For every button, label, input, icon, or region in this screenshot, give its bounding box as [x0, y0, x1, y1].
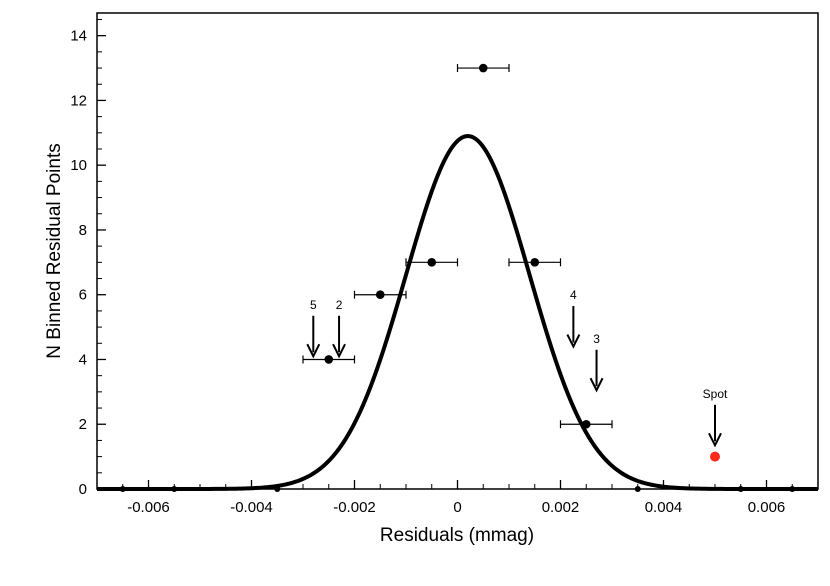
y-axis-title: N Binned Residual Points	[44, 143, 65, 358]
arrow-head	[306, 343, 321, 359]
annotation-arrow: Spot	[703, 387, 728, 448]
y-tick-label: 4	[79, 351, 87, 368]
data-point	[737, 486, 744, 492]
x-axis-ticks: -0.006 -0.004 -0.002 0 0.002 0.004 0.006	[127, 480, 785, 516]
spot-point	[710, 451, 720, 462]
data-point	[478, 63, 488, 73]
y-tick-label: 2	[79, 416, 87, 433]
arrow-annotations: 5 2 4 3 Spot	[306, 288, 728, 448]
data-point	[634, 486, 641, 492]
arrow-head	[708, 432, 722, 448]
minor-ticks	[96, 18, 819, 489]
data-point	[171, 486, 178, 492]
annotation-label: 2	[336, 298, 343, 312]
annotation-arrow: 5	[306, 298, 321, 359]
annotation-label: 5	[310, 298, 317, 312]
annotation-label: 4	[570, 288, 577, 302]
annotation-arrow: 4	[566, 288, 581, 349]
data-point	[274, 486, 281, 492]
y-axis-ticks: 0 2 4 6 8 10 12 14	[70, 28, 106, 498]
gaussian-fit-curve	[96, 134, 819, 491]
x-tick-label: -0.006	[127, 499, 170, 516]
data-point	[789, 486, 796, 492]
annotation-label: 3	[593, 332, 600, 346]
x-tick-label: 0	[453, 499, 461, 516]
plot-frame	[96, 12, 819, 490]
arrow-head	[589, 377, 604, 393]
x-tick-label: -0.002	[333, 499, 376, 516]
x-tick-label: 0.002	[542, 499, 580, 516]
data-point	[581, 419, 591, 429]
data-points	[119, 63, 796, 492]
annotation-arrow: 2	[332, 298, 346, 359]
data-point	[324, 355, 334, 364]
arrow-head	[332, 343, 346, 359]
y-tick-label: 10	[70, 157, 87, 174]
x-tick-label: 0.004	[645, 499, 683, 516]
annotation-label: Spot	[703, 387, 728, 401]
data-point	[119, 486, 126, 492]
arrow-head	[566, 334, 581, 349]
x-tick-label: 0.006	[748, 499, 786, 516]
data-point	[530, 258, 540, 267]
y-tick-label: 14	[70, 28, 87, 45]
y-tick-label: 6	[79, 287, 87, 304]
data-point	[375, 290, 385, 300]
x-tick-label: -0.004	[230, 499, 273, 516]
y-tick-label: 8	[79, 222, 87, 239]
data-point	[427, 258, 437, 267]
annotation-arrow: 3	[589, 332, 604, 393]
x-axis-title: Residuals (mmag)	[380, 525, 534, 546]
y-tick-label: 0	[79, 481, 87, 498]
y-tick-label: 12	[70, 92, 87, 109]
